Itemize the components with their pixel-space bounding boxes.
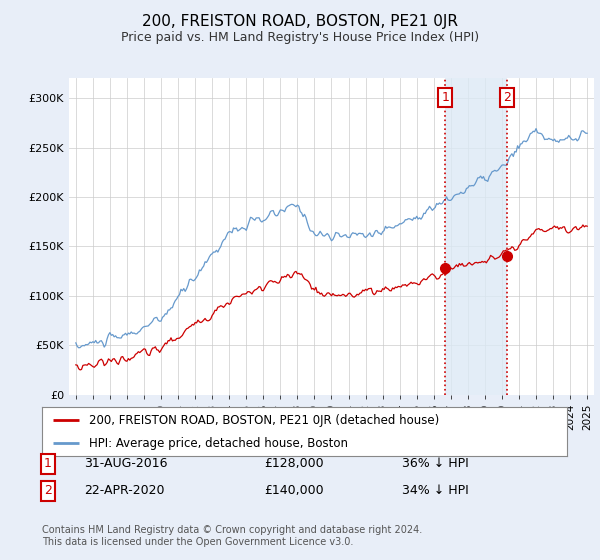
Text: 2: 2 [44, 484, 52, 497]
Bar [445, 78, 507, 395]
Text: Contains HM Land Registry data © Crown copyright and database right 2024.
This d: Contains HM Land Registry data © Crown c… [42, 525, 422, 547]
Text: £140,000: £140,000 [264, 484, 323, 497]
Text: 1: 1 [44, 457, 52, 470]
Text: 2: 2 [503, 91, 511, 104]
Text: 36% ↓ HPI: 36% ↓ HPI [402, 457, 469, 470]
Text: 22-APR-2020: 22-APR-2020 [84, 484, 164, 497]
Text: 34% ↓ HPI: 34% ↓ HPI [402, 484, 469, 497]
Text: Price paid vs. HM Land Registry's House Price Index (HPI): Price paid vs. HM Land Registry's House … [121, 31, 479, 44]
Text: 200, FREISTON ROAD, BOSTON, PE21 0JR (detached house): 200, FREISTON ROAD, BOSTON, PE21 0JR (de… [89, 414, 439, 427]
Text: HPI: Average price, detached house, Boston: HPI: Average price, detached house, Bost… [89, 437, 348, 450]
Text: £128,000: £128,000 [264, 457, 323, 470]
Text: 31-AUG-2016: 31-AUG-2016 [84, 457, 167, 470]
Text: 1: 1 [441, 91, 449, 104]
Text: 200, FREISTON ROAD, BOSTON, PE21 0JR: 200, FREISTON ROAD, BOSTON, PE21 0JR [142, 14, 458, 29]
